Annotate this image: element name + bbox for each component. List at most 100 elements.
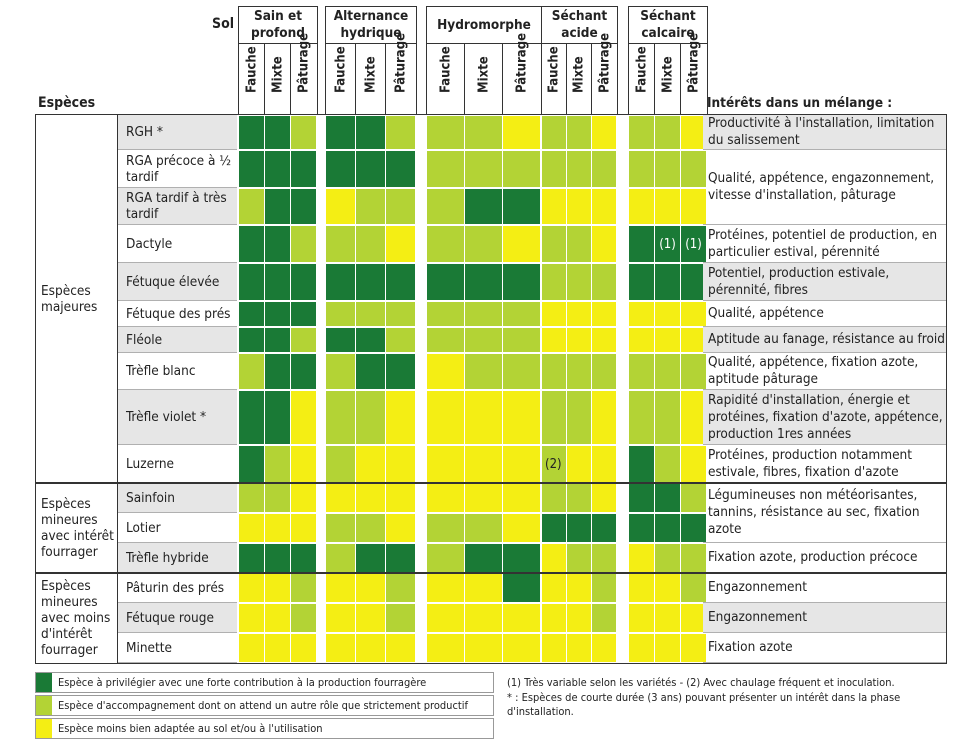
rating-cell (464, 603, 503, 633)
rating-cell (238, 543, 265, 573)
use-label: Fauche (438, 46, 453, 93)
rating-cell (325, 263, 356, 301)
use-header: Fauche (426, 44, 465, 115)
rating-cell (541, 543, 567, 573)
rating-cell (238, 150, 265, 188)
use-label: Mixte (660, 56, 675, 93)
rating-cell (385, 115, 416, 150)
rating-cell (591, 150, 617, 188)
rating-cell (541, 633, 567, 663)
rating-cell (325, 188, 356, 225)
use-label: Pâturage (393, 33, 409, 93)
rating-cell (628, 543, 655, 573)
cell-note: (1) (685, 236, 702, 252)
rating-cell (238, 353, 265, 390)
rating-cell (566, 301, 592, 327)
rating-cell (654, 513, 681, 543)
rating-cell (628, 573, 655, 603)
rating-cell (355, 573, 386, 603)
rating-cell (680, 150, 707, 188)
rating-cell (426, 445, 465, 483)
rating-cell (264, 301, 291, 327)
rating-cell (502, 573, 541, 603)
rating-cell (325, 573, 356, 603)
rating-cell (325, 603, 356, 633)
rating-cell (502, 543, 541, 573)
rating-cell (264, 188, 291, 225)
species-name: Lotier (118, 513, 237, 543)
rating-cell (464, 390, 503, 445)
rating-cell (238, 188, 265, 225)
legend-swatch (36, 673, 52, 692)
rating-cell (654, 445, 681, 483)
rating-cell (290, 543, 317, 573)
rating-cell (355, 543, 386, 573)
species-name: Trèfle violet * (118, 390, 237, 445)
rating-cell (654, 327, 681, 353)
rating-cell (290, 225, 317, 263)
table-border-right (946, 115, 947, 664)
rating-cell (464, 483, 503, 513)
table-border-bottom (35, 663, 947, 664)
rating-cell (264, 445, 291, 483)
interest-text: Fixation azote, production précoce (703, 543, 946, 573)
rating-cell (566, 353, 592, 390)
table-border-left (35, 115, 36, 664)
rating-cell (502, 225, 541, 263)
rating-cell (628, 353, 655, 390)
rating-cell (426, 573, 465, 603)
soil-header-3: Séchant acide (541, 6, 618, 44)
interets-header: Intérêts dans un mélange : (707, 95, 893, 111)
interest-text: Protéines, production notamment estivale… (703, 445, 946, 483)
use-label: Mixte (363, 56, 378, 93)
rating-cell (264, 483, 291, 513)
use-label: Pâturage (296, 33, 312, 93)
interest-text: Légumineuses non météorisantes, tannins,… (703, 483, 946, 543)
table-border-top (35, 114, 947, 115)
rating-cell (325, 445, 356, 483)
rating-cell (426, 483, 465, 513)
rating-cell (290, 301, 317, 327)
rating-cell (502, 513, 541, 543)
rating-cell (566, 263, 592, 301)
rating-cell (464, 573, 503, 603)
rating-cell (426, 188, 465, 225)
rating-cell (680, 115, 707, 150)
rating-cell (591, 327, 617, 353)
rating-cell (566, 327, 592, 353)
rating-cell (464, 445, 503, 483)
rating-cell (502, 150, 541, 188)
rating-cell (654, 543, 681, 573)
rating-cell (502, 390, 541, 445)
rating-cell (238, 445, 265, 483)
use-header: Mixte (264, 44, 291, 115)
interest-text: Qualité, appétence, fixation azote, apti… (703, 353, 946, 390)
species-name: RGA tardif à très tardif (118, 188, 237, 225)
use-header: Mixte (464, 44, 503, 115)
rating-cell (426, 115, 465, 150)
rating-cell (325, 390, 356, 445)
rating-cell (355, 513, 386, 543)
interest-text: Fixation azote (703, 633, 946, 663)
rating-cell (290, 603, 317, 633)
rating-cell (290, 390, 317, 445)
rating-cell (680, 301, 707, 327)
rating-cell (680, 603, 707, 633)
rating-cell (385, 633, 416, 663)
rating-cell (591, 573, 617, 603)
species-name: Trèfle hybride (118, 543, 237, 573)
rating-cell (290, 573, 317, 603)
soil-header-4: Séchant calcaire (628, 6, 708, 44)
cell-note: (2) (545, 456, 562, 472)
rating-cell (290, 150, 317, 188)
rating-cell (541, 150, 567, 188)
rating-cell (464, 353, 503, 390)
legend-item: Espèce moins bien adaptée au sol et/ou à… (35, 718, 494, 739)
rating-cell (680, 327, 707, 353)
rating-cell: (1) (654, 225, 681, 263)
rating-cell (238, 573, 265, 603)
rating-cell (264, 327, 291, 353)
rating-cell (628, 633, 655, 663)
rating-cell (502, 633, 541, 663)
soil-header-1: Alternance hydrique (325, 6, 417, 44)
